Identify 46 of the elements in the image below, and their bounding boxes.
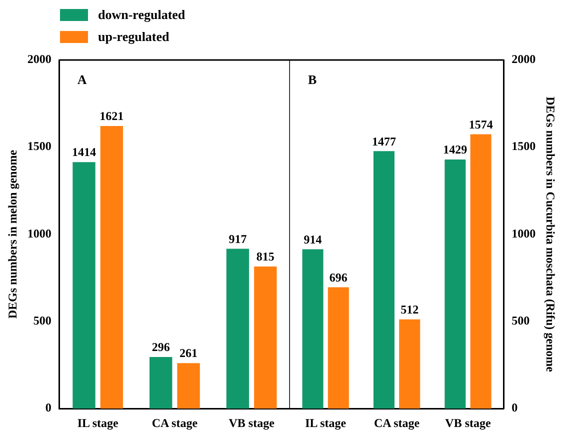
legend-label: down-regulated — [98, 7, 186, 23]
bar — [150, 357, 172, 409]
y2-tick-label: 2000 — [512, 52, 536, 66]
y2-tick-label: 500 — [512, 314, 530, 328]
annotation: A — [77, 72, 88, 87]
data-label: 815 — [256, 250, 274, 264]
data-label: 1621 — [100, 109, 124, 124]
x-tick-label: CA stage — [374, 416, 420, 430]
y-tick-label: 0 — [45, 400, 52, 415]
data-label: 1574 — [468, 117, 493, 132]
bar — [444, 160, 466, 409]
data-label: 1429 — [443, 142, 468, 157]
x-tick-label: IL stage — [77, 416, 120, 430]
legend-label: up-regulated — [98, 29, 170, 45]
y2-tick-label: 1000 — [512, 226, 536, 240]
data-label: 696 — [329, 270, 348, 284]
bar — [470, 134, 492, 409]
bar — [72, 162, 96, 409]
data-label: 914 — [304, 232, 322, 246]
x-tick-label: VB stage — [228, 416, 276, 430]
data-label: 1414 — [72, 145, 96, 160]
bar — [100, 126, 124, 409]
bar — [302, 249, 324, 409]
x-tick-label: IL stage — [305, 416, 347, 430]
y-tick-label: 2000 — [27, 52, 52, 66]
y2-tick-label: 1500 — [512, 139, 536, 154]
bar — [254, 266, 277, 409]
y-tick-label: 500 — [33, 314, 52, 328]
data-label: 512 — [400, 302, 419, 316]
x-tick-label: VB stage — [445, 416, 492, 430]
data-label: 917 — [228, 232, 247, 246]
data-label: 296 — [152, 340, 170, 354]
bar — [399, 319, 420, 409]
data-label: 1477 — [372, 134, 396, 148]
annotation: B — [308, 72, 317, 87]
data-label: 261 — [180, 346, 198, 360]
bar — [177, 363, 200, 409]
y-axis-title: DEGs numbers in melon genome — [5, 149, 20, 319]
bar — [226, 248, 250, 409]
y-tick-label: 1500 — [27, 139, 52, 154]
bar — [373, 151, 394, 409]
y2-tick-label: 0 — [512, 400, 518, 415]
x-tick-label: CA stage — [152, 416, 198, 430]
y2-axis-title: DEGs numbers in Cucurbita moschata (Rifu) genome — [544, 96, 558, 373]
bar — [328, 287, 349, 409]
y-tick-label: 1000 — [27, 226, 52, 240]
